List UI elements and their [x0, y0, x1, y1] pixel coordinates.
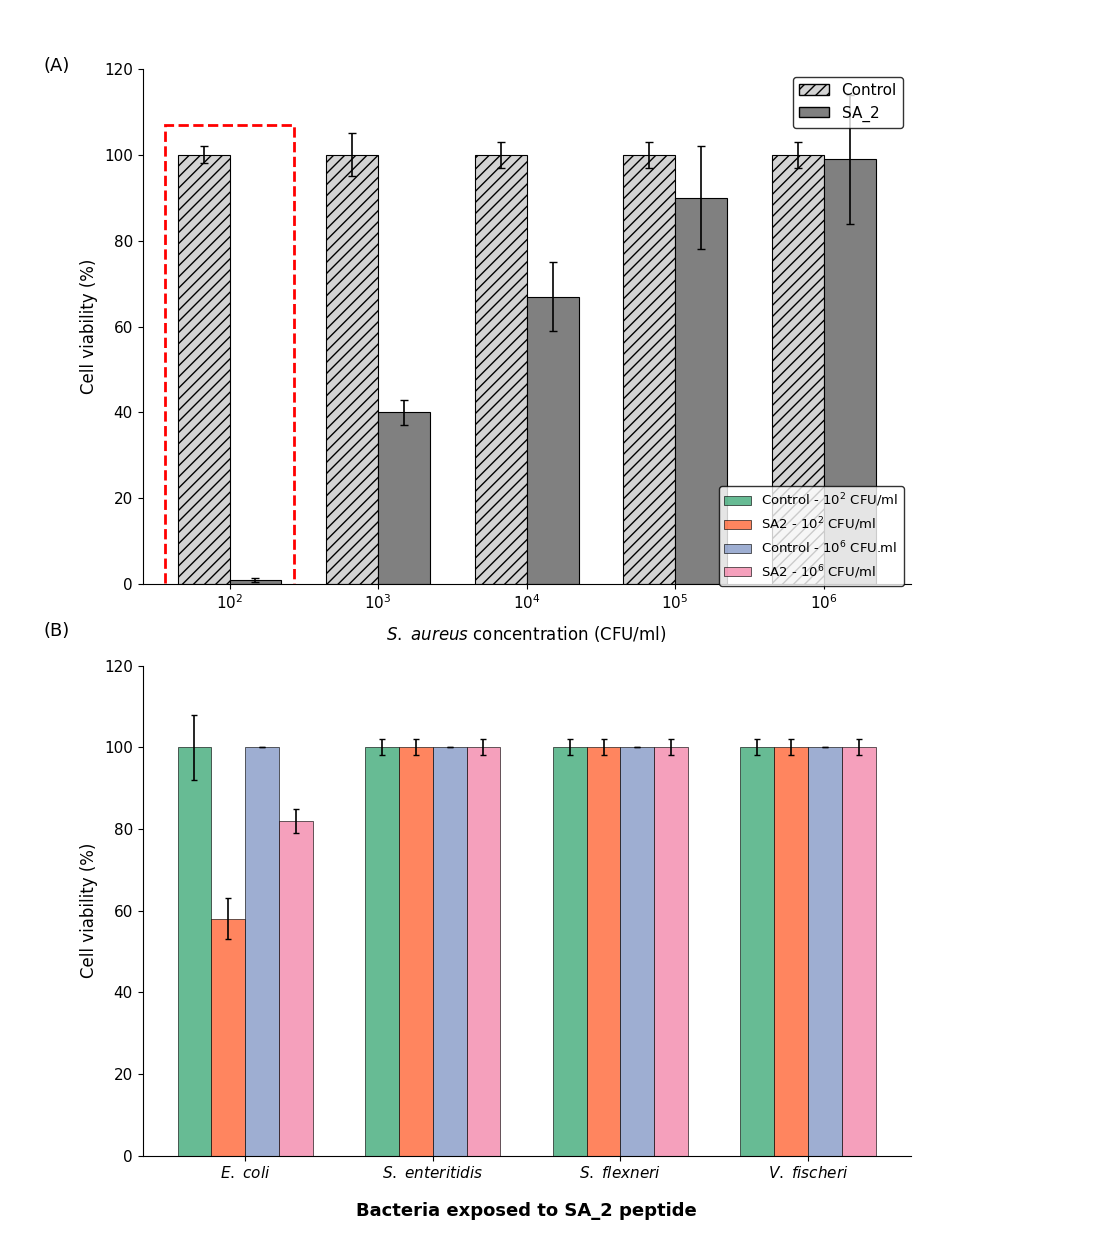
Bar — [527, 296, 578, 584]
Bar — [824, 160, 875, 584]
Bar — [466, 747, 500, 1156]
Bar — [178, 154, 229, 584]
Bar — [623, 154, 675, 584]
Bar — [212, 919, 245, 1156]
Bar — [279, 821, 313, 1156]
Y-axis label: Cell viability (%): Cell viability (%) — [80, 259, 99, 394]
Bar — [654, 747, 688, 1156]
Text: (B): (B) — [44, 622, 70, 639]
Bar — [740, 747, 774, 1156]
Bar — [365, 747, 399, 1156]
Bar — [432, 747, 466, 1156]
Bar — [229, 580, 282, 584]
Bar — [587, 747, 621, 1156]
Bar — [774, 747, 808, 1156]
Text: (A): (A) — [44, 57, 70, 74]
Y-axis label: Cell viability (%): Cell viability (%) — [80, 843, 99, 978]
Bar — [553, 747, 587, 1156]
Bar — [841, 747, 875, 1156]
Text: Bacteria exposed to SA_2 peptide: Bacteria exposed to SA_2 peptide — [357, 1202, 697, 1220]
Bar — [245, 747, 279, 1156]
Bar — [771, 154, 824, 584]
Legend: Control, SA_2: Control, SA_2 — [793, 77, 903, 128]
Bar — [399, 747, 432, 1156]
X-axis label: $\mathit{S.\ aureus}$ concentration (CFU/ml): $\mathit{S.\ aureus}$ concentration (CFU… — [386, 623, 667, 643]
Bar — [178, 747, 212, 1156]
Bar — [326, 154, 378, 584]
Bar — [378, 412, 430, 584]
Bar — [675, 197, 727, 584]
Bar — [475, 154, 527, 584]
Bar — [808, 747, 841, 1156]
Legend: Control - $10^2$ CFU/ml, SA2 - $10^2$ CFU/ml, Control - $10^6$ CFU.ml, SA2 - $10: Control - $10^2$ CFU/ml, SA2 - $10^2$ CF… — [720, 486, 904, 585]
Bar — [621, 747, 654, 1156]
